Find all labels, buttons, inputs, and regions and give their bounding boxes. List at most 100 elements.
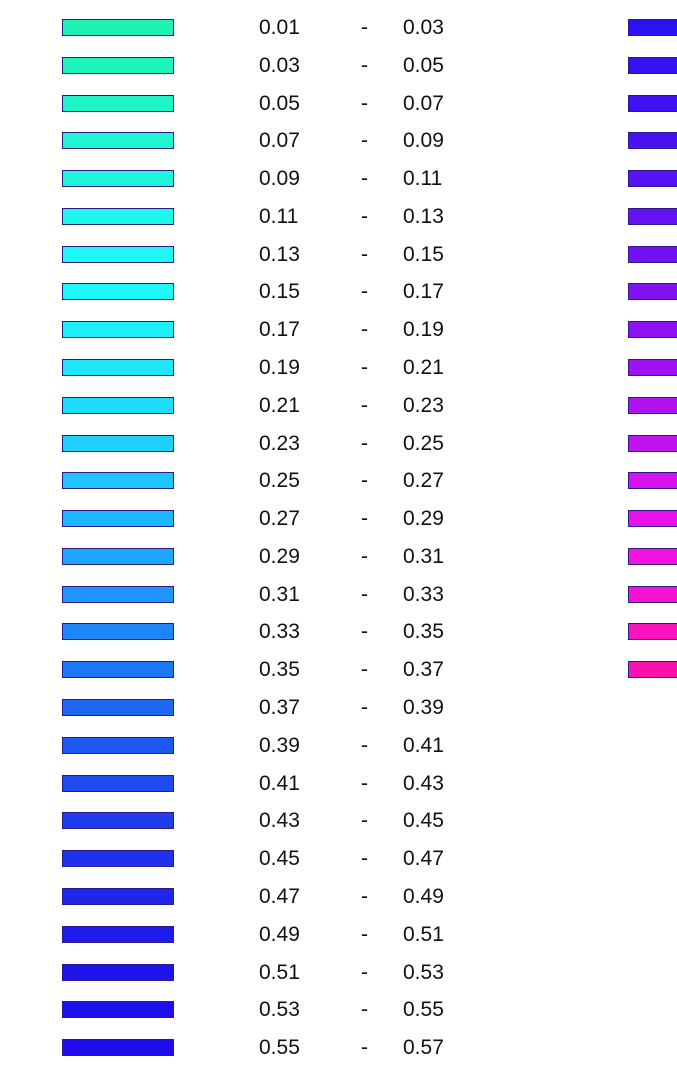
range-high-label: 0.37	[403, 658, 444, 682]
range-separator: -	[361, 356, 368, 380]
legend-row-right	[0, 387, 677, 425]
legend-swatch	[628, 396, 677, 414]
range-low-label: 0.21	[259, 393, 300, 417]
legend-swatch	[628, 19, 677, 36]
legend-row: 0.17 - 0.19	[0, 311, 677, 349]
range-high-label: 0.13	[403, 204, 444, 228]
range-separator: -	[361, 1036, 368, 1060]
range-high-label: 0.29	[403, 507, 444, 531]
legend-swatch	[62, 132, 174, 150]
range-high-label: 0.19	[403, 318, 444, 342]
range-low-label: 0.15	[259, 280, 300, 304]
legend-swatch	[62, 585, 174, 603]
legend-row-right	[0, 9, 677, 47]
legend-swatch	[628, 132, 677, 150]
legend-swatch	[62, 396, 174, 414]
range-high-label: 0.39	[403, 696, 444, 720]
legend-row: 0.07 - 0.09	[0, 122, 677, 160]
range-separator: -	[361, 129, 368, 153]
legend-row-right	[0, 500, 677, 538]
range-high-label: 0.51	[403, 922, 444, 946]
legend-row: 0.29 - 0.31	[0, 538, 677, 576]
range-separator: -	[361, 16, 368, 39]
range-low-label: 0.25	[259, 469, 300, 493]
range-separator: -	[361, 242, 368, 266]
legend-row: 0.11 - 0.13	[0, 198, 677, 236]
range-separator: -	[361, 469, 368, 493]
legend-row-right	[0, 273, 677, 311]
legend-swatch	[62, 434, 174, 452]
range-high-label: 0.43	[403, 771, 444, 795]
legend-swatch	[628, 472, 677, 490]
range-low-label: 0.53	[259, 998, 300, 1022]
legend-row-right	[0, 651, 677, 689]
range-high-label: 0.15	[403, 242, 444, 266]
range-separator: -	[361, 847, 368, 871]
legend-swatch	[628, 170, 677, 188]
legend-row: 0.43 - 0.45	[0, 802, 677, 840]
range-high-label: 0.53	[403, 960, 444, 984]
range-separator: -	[361, 733, 368, 757]
legend-swatch	[62, 774, 174, 792]
range-low-label: 0.37	[259, 696, 300, 720]
range-low-label: 0.33	[259, 620, 300, 644]
legend-swatch	[628, 283, 677, 301]
legend-row: 0.09 - 0.11	[0, 160, 677, 198]
range-low-label: 0.43	[259, 809, 300, 833]
legend-row-right	[0, 576, 677, 614]
legend-row: 0.49 - 0.51	[0, 916, 677, 954]
legend-row: 0.23 - 0.25	[0, 425, 677, 463]
legend-swatch	[62, 623, 174, 641]
legend-row-right	[0, 236, 677, 274]
range-separator: -	[361, 620, 368, 644]
range-high-label: 0.57	[403, 1036, 444, 1060]
legend-swatch	[62, 56, 174, 74]
range-separator: -	[361, 507, 368, 531]
range-separator: -	[361, 960, 368, 984]
range-high-label: 0.27	[403, 469, 444, 493]
legend-swatch	[628, 245, 677, 263]
legend-swatch	[62, 850, 174, 868]
legend-swatch	[628, 94, 677, 112]
range-separator: -	[361, 393, 368, 417]
legend-swatch	[628, 207, 677, 225]
legend-swatch	[628, 547, 677, 565]
legend-row: 0.51 - 0.53	[0, 954, 677, 992]
range-high-label: 0.41	[403, 733, 444, 757]
range-high-label: 0.09	[403, 129, 444, 153]
legend-swatch	[62, 547, 174, 565]
legend-swatch	[62, 94, 174, 112]
legend-swatch	[628, 661, 677, 679]
legend-row: 0.05 - 0.07	[0, 85, 677, 123]
range-separator: -	[361, 809, 368, 833]
range-low-label: 0.49	[259, 922, 300, 946]
range-high-label: 0.17	[403, 280, 444, 304]
range-high-label: 0.33	[403, 582, 444, 606]
legend-swatch	[62, 925, 174, 943]
range-low-label: 0.23	[259, 431, 300, 455]
legend-row: 0.15 - 0.17	[0, 273, 677, 311]
legend-swatch	[62, 359, 174, 377]
legend-row: 0.39 - 0.41	[0, 727, 677, 765]
range-separator: -	[361, 167, 368, 191]
range-low-label: 0.01	[259, 16, 300, 39]
legend-row: 0.27 - 0.29	[0, 500, 677, 538]
legend-swatch	[628, 359, 677, 377]
range-low-label: 0.47	[259, 884, 300, 908]
legend-swatch	[62, 963, 174, 981]
legend-row: 0.37 - 0.39	[0, 689, 677, 727]
legend-swatch	[62, 1039, 174, 1057]
legend-swatch	[628, 56, 677, 74]
range-separator: -	[361, 696, 368, 720]
legend-swatch	[62, 207, 174, 225]
legend-row: 0.21 - 0.23	[0, 387, 677, 425]
legend-row: 0.47 - 0.49	[0, 878, 677, 916]
legend-row-right	[0, 349, 677, 387]
legend-row: 0.13 - 0.15	[0, 236, 677, 274]
range-separator: -	[361, 998, 368, 1022]
legend-row: 0.41 - 0.43	[0, 765, 677, 803]
legend-row-right	[0, 462, 677, 500]
legend-row: 0.55 - 0.57	[0, 1029, 677, 1067]
range-low-label: 0.13	[259, 242, 300, 266]
